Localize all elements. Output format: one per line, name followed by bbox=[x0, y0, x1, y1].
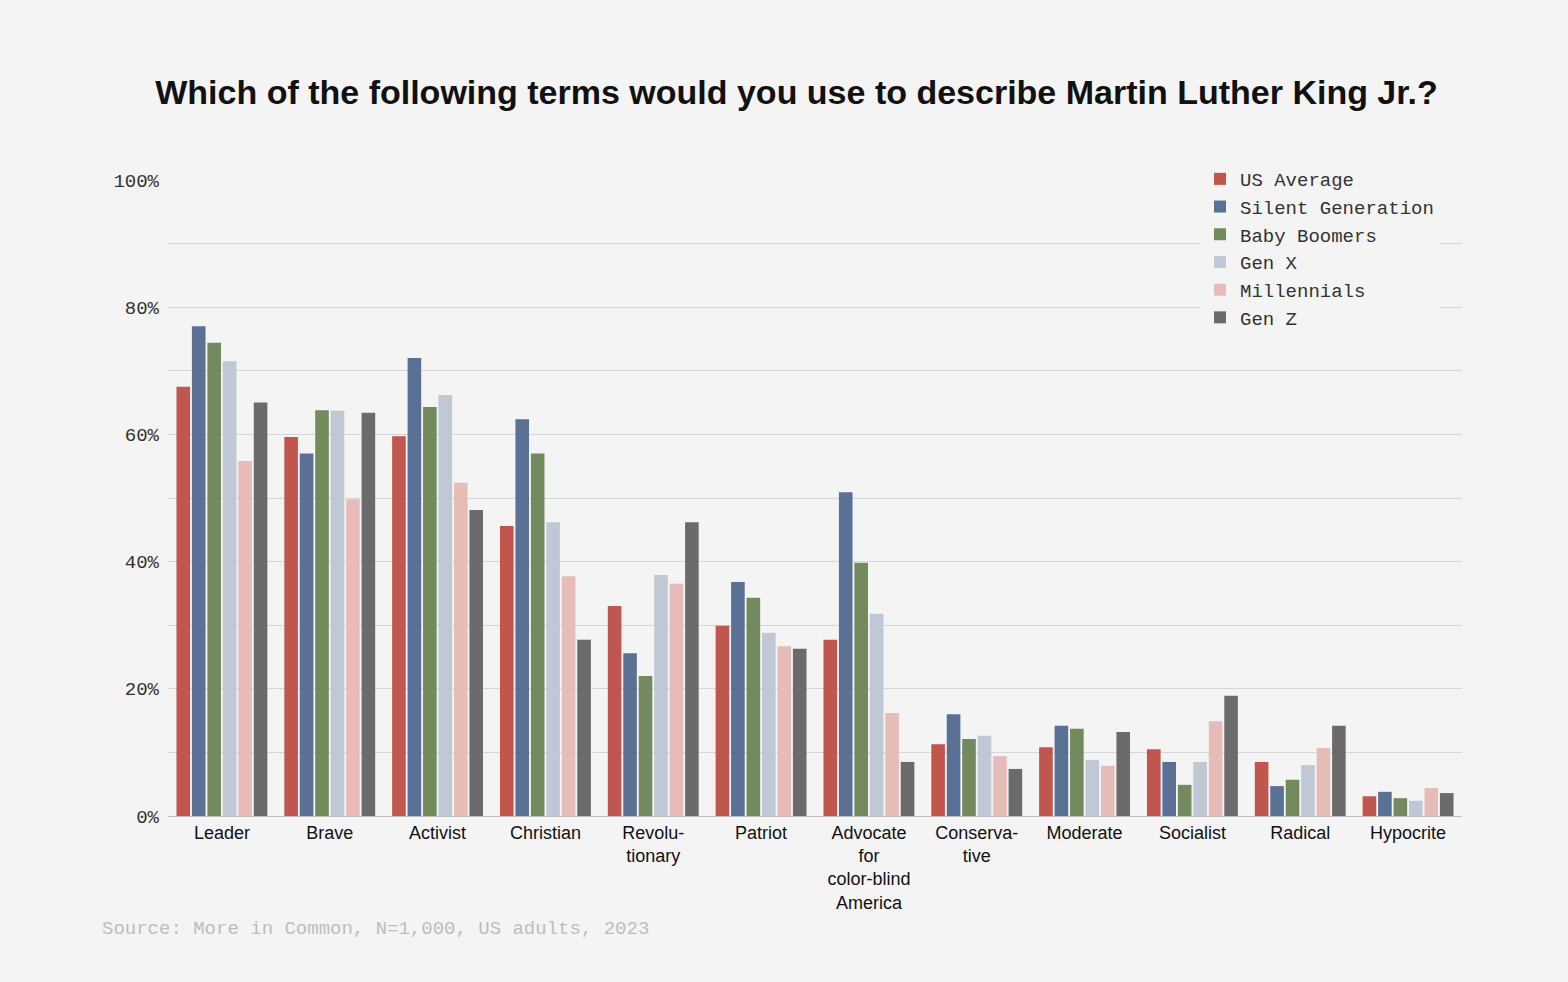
svg-text:Hypocrite: Hypocrite bbox=[1370, 823, 1446, 843]
svg-text:Moderate: Moderate bbox=[1047, 823, 1123, 843]
svg-text:80%: 80% bbox=[125, 298, 160, 320]
svg-text:Activist: Activist bbox=[409, 823, 466, 843]
svg-text:Conserva-tive: Conserva-tive bbox=[935, 823, 1018, 866]
svg-text:Source: More in Common, N=1,00: Source: More in Common, N=1,000, US adul… bbox=[102, 918, 649, 940]
svg-text:Brave: Brave bbox=[306, 823, 353, 843]
svg-text:Millennials: Millennials bbox=[1240, 281, 1365, 303]
svg-text:Silent Generation: Silent Generation bbox=[1240, 198, 1434, 220]
svg-text:60%: 60% bbox=[125, 425, 160, 447]
svg-text:0%: 0% bbox=[136, 807, 159, 829]
svg-text:Revolu-tionary: Revolu-tionary bbox=[622, 823, 684, 866]
svg-text:Patriot: Patriot bbox=[735, 823, 787, 843]
svg-text:100%: 100% bbox=[113, 171, 159, 193]
svg-text:Socialist: Socialist bbox=[1159, 823, 1226, 843]
svg-text:Gen X: Gen X bbox=[1240, 253, 1298, 275]
svg-text:20%: 20% bbox=[125, 679, 160, 701]
svg-text:40%: 40% bbox=[125, 552, 160, 574]
svg-text:Radical: Radical bbox=[1270, 823, 1330, 843]
svg-text:US Average: US Average bbox=[1240, 170, 1354, 192]
svg-text:Advocateforcolor-blindAmerica: Advocateforcolor-blindAmerica bbox=[827, 823, 910, 913]
svg-text:Which of the following terms w: Which of the following terms would you u… bbox=[155, 73, 1438, 111]
svg-text:Baby Boomers: Baby Boomers bbox=[1240, 226, 1377, 248]
svg-text:Gen Z: Gen Z bbox=[1240, 309, 1297, 331]
svg-text:Christian: Christian bbox=[510, 823, 581, 843]
svg-text:Leader: Leader bbox=[194, 823, 250, 843]
